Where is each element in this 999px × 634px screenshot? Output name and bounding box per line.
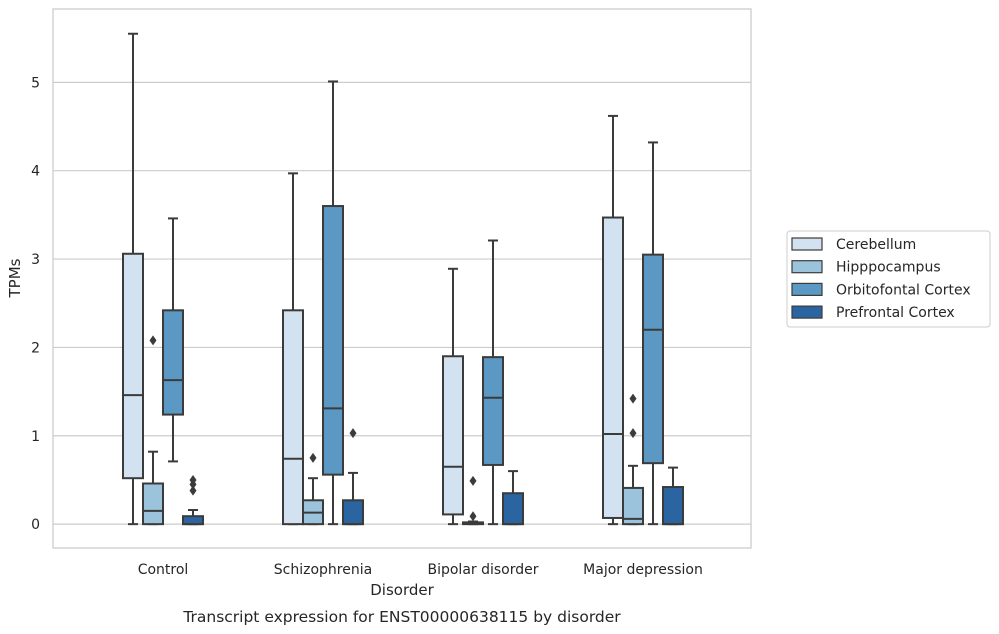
- legend-swatch: [791, 237, 823, 251]
- box-hipppocampus: [142, 482, 164, 526]
- legend-swatch: [791, 282, 823, 296]
- outlier-marker: [189, 479, 197, 490]
- box-hipppocampus: [622, 486, 644, 526]
- x-tick-labels: Control Schizophrenia Bipolar disorder Majo…: [138, 562, 703, 578]
- y-tick-label: 2: [31, 340, 40, 356]
- box-prefrontal-cortex: [662, 486, 684, 526]
- y-tick-label: 4: [31, 164, 40, 180]
- legend-label: Hipppocampus: [836, 260, 941, 276]
- x-tick-label: Control: [138, 562, 189, 578]
- outlier-marker: [469, 475, 477, 486]
- legend-label: Cerebellum: [836, 237, 916, 253]
- box-orbitofontal-cortex: [642, 253, 664, 465]
- box-cerebellum: [602, 216, 624, 519]
- x-tick-label: Bipolar disorder: [427, 562, 538, 578]
- box-cerebellum: [442, 355, 464, 516]
- outlier-marker: [349, 428, 357, 439]
- x-tick-label: Schizophrenia: [274, 562, 372, 578]
- box-orbitofontal-cortex: [322, 205, 344, 476]
- y-tick-label: 0: [31, 517, 40, 533]
- x-tick-label: Major depression: [583, 562, 703, 578]
- legend-swatch: [791, 305, 823, 319]
- outlier-marker: [149, 335, 157, 346]
- outlier-marker: [189, 485, 197, 496]
- box-orbitofontal-cortex: [162, 309, 184, 416]
- y-tick-label: 1: [31, 429, 40, 445]
- y-tick-labels: 0 1 2 3 4 5: [31, 75, 40, 533]
- plot-frame: [52, 8, 752, 549]
- box-series-group: [122, 32, 684, 526]
- legend-label: Prefrontal Cortex: [836, 305, 955, 321]
- outlier-marker: [309, 452, 317, 463]
- legend-items: Cerebellum Hipppocampus Orbitofontal Corte…: [791, 237, 971, 321]
- plot-area: [53, 9, 751, 548]
- box-orbitofontal-cortex: [482, 356, 504, 466]
- box-cerebellum: [122, 252, 144, 480]
- box-prefrontal-cortex: [502, 492, 524, 526]
- legend-label: Orbitofontal Cortex: [836, 282, 971, 298]
- legend: Cerebellum Hipppocampus Orbitofontal Corte…: [786, 230, 991, 328]
- outlier-marker: [629, 393, 637, 404]
- y-tick-label: 5: [31, 75, 40, 91]
- legend-swatch: [791, 260, 823, 274]
- box-prefrontal-cortex: [342, 499, 364, 526]
- outlier-marker: [629, 428, 637, 439]
- box-prefrontal-cortex: [182, 515, 204, 526]
- x-axis-label: Disorder: [370, 581, 434, 599]
- y-axis-label: TPMs: [6, 258, 24, 298]
- box-cerebellum: [282, 309, 304, 526]
- chart-caption: Transcript expression for ENST0000063811…: [182, 608, 621, 626]
- outlier-marker: [469, 511, 477, 522]
- y-tick-label: 3: [31, 252, 40, 268]
- legend-frame: [786, 230, 991, 328]
